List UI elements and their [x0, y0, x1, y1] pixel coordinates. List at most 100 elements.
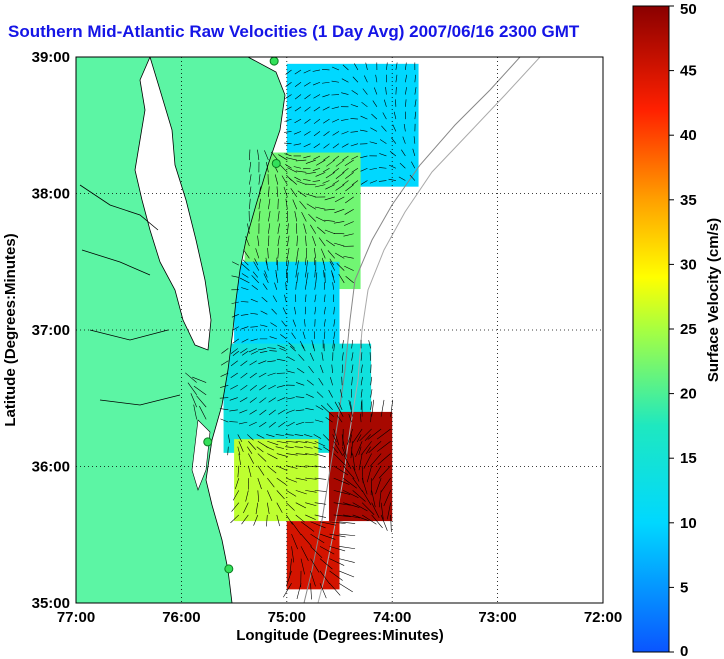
velocity-arrow: [284, 106, 292, 111]
velocity-arrow: [286, 514, 293, 525]
velocity-arrow: [258, 211, 261, 222]
velocity-arrow: [284, 153, 292, 157]
velocity-arrow: [276, 502, 283, 513]
velocity-arrow: [324, 196, 335, 201]
velocity-arrow: [361, 514, 377, 525]
velocity-arrow: [268, 223, 271, 234]
velocity-arrow: [254, 258, 259, 266]
velocity-arrow: [323, 319, 326, 327]
velocity-arrow: [358, 453, 363, 471]
velocity-arrow: [294, 118, 302, 124]
velocity-arrow: [375, 74, 378, 83]
velocity-arrow: [414, 74, 416, 83]
y-axis-ticks: 39:00 38:00 37:00 36:00 35:00: [32, 49, 70, 612]
velocity-arrow: [250, 350, 258, 355]
y-tick-label: 37:00: [32, 322, 70, 339]
velocity-arrow: [290, 188, 298, 198]
velocity-arrow: [361, 441, 372, 455]
colorbar-tick-label: 30: [680, 256, 697, 273]
velocity-arrow: [310, 533, 325, 544]
velocity-arrow: [369, 167, 377, 170]
velocity-arrow: [313, 143, 321, 149]
velocity-arrow: [341, 92, 349, 95]
velocity-arrow: [265, 260, 269, 271]
velocity-arrow: [360, 167, 368, 172]
velocity-arrow: [369, 141, 377, 144]
velocity-arrow: [253, 261, 260, 271]
velocity-arrow: [281, 175, 288, 185]
velocity-arrow: [286, 370, 295, 374]
velocity-arrow: [267, 502, 270, 515]
velocity-arrow: [260, 310, 268, 315]
velocity-arrow: [301, 211, 307, 222]
velocity-arrow: [220, 418, 229, 423]
velocity-arrow: [230, 348, 238, 354]
velocity-arrow: [332, 180, 340, 185]
velocity-arrow: [378, 180, 387, 182]
velocity-arrow: [332, 339, 335, 349]
velocity-arrow: [259, 397, 267, 403]
velocity-arrow: [365, 446, 371, 455]
velocity-arrow: [380, 399, 385, 417]
x-axis-title: Longitude (Degrees:Minutes): [236, 627, 444, 644]
velocity-arrow: [305, 514, 316, 520]
velocity-arrow: [264, 270, 268, 278]
velocity-arrow: [304, 282, 307, 290]
velocity-arrow: [342, 64, 349, 71]
velocity-arrow: [296, 272, 299, 283]
velocity-arrow: [380, 477, 391, 493]
velocity-arrow: [388, 178, 396, 181]
velocity-arrow: [304, 106, 311, 112]
velocity-arrow: [305, 490, 317, 493]
velocity-arrow: [313, 106, 321, 112]
velocity-arrow: [285, 198, 288, 210]
velocity-arrow: [378, 490, 382, 508]
velocity-arrow: [392, 124, 397, 132]
velocity-arrow: [359, 129, 368, 132]
velocity-arrow: [294, 446, 304, 448]
velocity-arrow: [370, 389, 373, 398]
velocity-arrow: [319, 558, 333, 570]
velocity-arrow: [251, 285, 258, 290]
velocity-arrow: [300, 558, 305, 575]
velocity-arrow: [274, 282, 278, 290]
velocity-arrow: [243, 249, 250, 259]
velocity-arrow: [294, 94, 302, 100]
velocity-arrow: [300, 521, 315, 532]
velocity-arrow: [294, 211, 298, 222]
velocity-arrow: [310, 521, 326, 529]
velocity-arrow: [193, 385, 207, 396]
velocity-arrow: [324, 229, 335, 235]
colorbar-tick-label: 15: [680, 450, 697, 467]
velocity-arrow: [345, 184, 354, 192]
velocity-arrow: [360, 352, 363, 361]
velocity-arrow: [335, 159, 345, 167]
velocity-arrow: [341, 340, 344, 349]
velocity-arrow: [220, 372, 229, 377]
velocity-arrow: [327, 250, 335, 259]
velocity-arrow: [314, 294, 317, 303]
velocity-arrow: [332, 168, 340, 173]
velocity-arrow: [402, 136, 406, 144]
velocity-arrow: [298, 354, 305, 361]
velocity-arrow: [299, 200, 307, 210]
velocity-arrow: [303, 131, 311, 136]
velocity-arrow: [275, 434, 285, 436]
velocity-arrow: [264, 150, 269, 161]
velocity-arrow: [229, 421, 238, 423]
colorbar-tick-label: 20: [680, 386, 697, 403]
velocity-arrow: [329, 570, 343, 581]
velocity-arrow: [301, 344, 306, 352]
velocity-arrow: [360, 155, 368, 159]
velocity-arrow: [318, 237, 326, 247]
velocity-arrow: [295, 409, 305, 412]
velocity-arrow: [342, 465, 355, 479]
velocity-arrow: [269, 336, 277, 340]
velocity-arrow: [335, 172, 345, 179]
velocity-arrow: [328, 389, 333, 398]
velocity-arrow: [232, 350, 240, 356]
speed-region: [286, 521, 340, 590]
velocity-arrow: [344, 208, 354, 215]
x-tick-label: 72:00: [584, 609, 622, 626]
velocity-arrow: [323, 143, 330, 149]
